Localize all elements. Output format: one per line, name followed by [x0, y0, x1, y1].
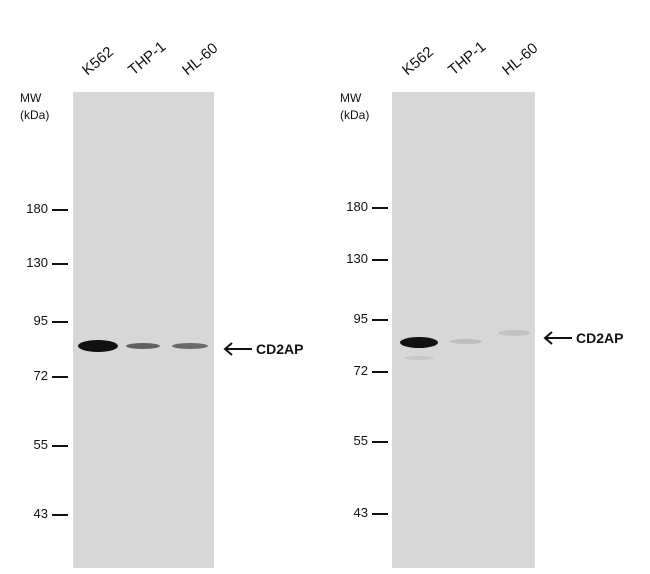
band-k562 — [78, 340, 118, 352]
left-arrow-icon — [223, 342, 252, 356]
marker-55: 55 — [330, 434, 390, 448]
marker-72: 72 — [330, 364, 390, 378]
marker-180: 180 — [330, 200, 390, 214]
marker-72: 72 — [10, 369, 70, 383]
target-label: CD2AP — [256, 341, 304, 357]
mw-axis-title: MW (kDa) — [20, 90, 49, 124]
band-k562 — [400, 337, 438, 348]
marker-43: 43 — [330, 506, 390, 520]
band-hl-60 — [172, 343, 208, 349]
target-arrow: CD2AP — [222, 341, 312, 357]
marker-95: 95 — [330, 312, 390, 326]
marker-130: 130 — [10, 256, 70, 270]
lane-label-hl-60: HL-60 — [499, 39, 542, 79]
mw-axis-title: MW (kDa) — [340, 90, 369, 124]
blot-panel-left: K562 THP-1 HL-60 MW (kDa) 180 130 95 72 … — [10, 38, 312, 568]
blot-panel-right: K562 THP-1 HL-60 MW (kDa) 180 130 95 72 … — [320, 0, 645, 574]
target-arrow: CD2AP — [542, 330, 632, 346]
target-label: CD2AP — [576, 330, 624, 346]
marker-tick — [52, 321, 68, 323]
marker-130: 130 — [330, 252, 390, 266]
mw-unit: (kDa) — [20, 108, 50, 122]
marker-tick — [372, 371, 388, 373]
band-hl-60 — [498, 330, 530, 336]
marker-tick — [372, 207, 388, 209]
marker-tick — [52, 445, 68, 447]
membrane — [73, 92, 214, 568]
mw-title: MW — [20, 91, 42, 105]
marker-tick — [372, 319, 388, 321]
mw-unit: (kDa) — [340, 108, 370, 122]
marker-tick — [52, 376, 68, 378]
lane-label-thp-1: THP-1 — [445, 38, 490, 79]
marker-tick — [372, 513, 388, 515]
band-k562-faint — [404, 356, 434, 360]
lane-label-k562: K562 — [399, 43, 437, 79]
lane-label-hl-60: HL-60 — [179, 39, 222, 79]
lane-label-thp-1: THP-1 — [125, 38, 170, 79]
marker-tick — [52, 209, 68, 211]
marker-95: 95 — [10, 314, 70, 328]
marker-tick — [372, 441, 388, 443]
marker-180: 180 — [10, 202, 70, 216]
band-thp-1 — [126, 343, 160, 349]
lane-label-k562: K562 — [79, 43, 117, 79]
marker-43: 43 — [10, 507, 70, 521]
membrane — [392, 92, 535, 568]
left-arrow-icon — [543, 331, 572, 345]
mw-title: MW — [340, 91, 362, 105]
marker-tick — [52, 514, 68, 516]
marker-tick — [52, 263, 68, 265]
band-thp-1 — [450, 339, 482, 344]
marker-tick — [372, 259, 388, 261]
marker-55: 55 — [10, 438, 70, 452]
